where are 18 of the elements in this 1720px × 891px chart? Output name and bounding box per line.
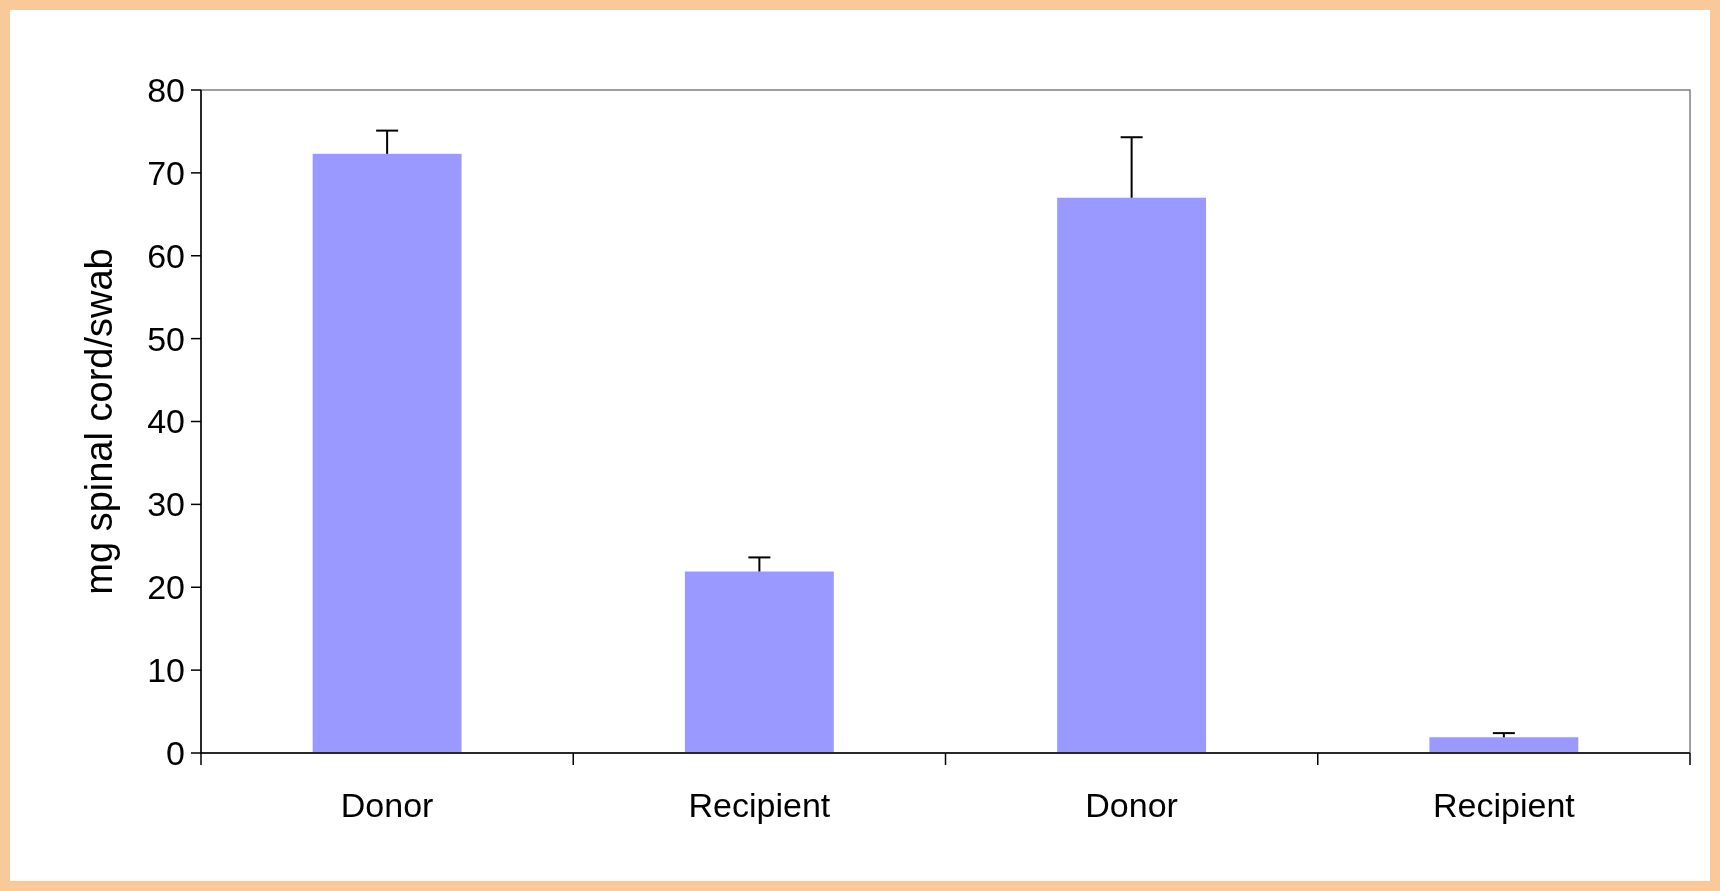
x-tick-label: Recipient: [688, 786, 831, 824]
x-tick-label: Donor: [340, 786, 434, 824]
y-tick-label: 40: [147, 402, 185, 441]
bar: [312, 153, 462, 753]
y-tick-label: 0: [166, 733, 185, 772]
y-tick-label: 70: [147, 153, 185, 192]
y-tick-label: 30: [147, 485, 185, 524]
y-tick-label: 20: [147, 568, 185, 607]
bar: [684, 571, 834, 753]
y-tick-label: 50: [147, 319, 185, 358]
y-tick-label: 10: [147, 651, 185, 690]
y-tick-label: 80: [147, 70, 185, 109]
x-tick-label: Donor: [1085, 786, 1178, 824]
bar: [1429, 737, 1579, 753]
x-tick-label: Recipient: [1433, 786, 1576, 824]
y-axis-title: mg spinal cord/swab: [78, 248, 120, 595]
y-tick-label: 60: [147, 236, 185, 275]
bar: [1057, 197, 1207, 753]
